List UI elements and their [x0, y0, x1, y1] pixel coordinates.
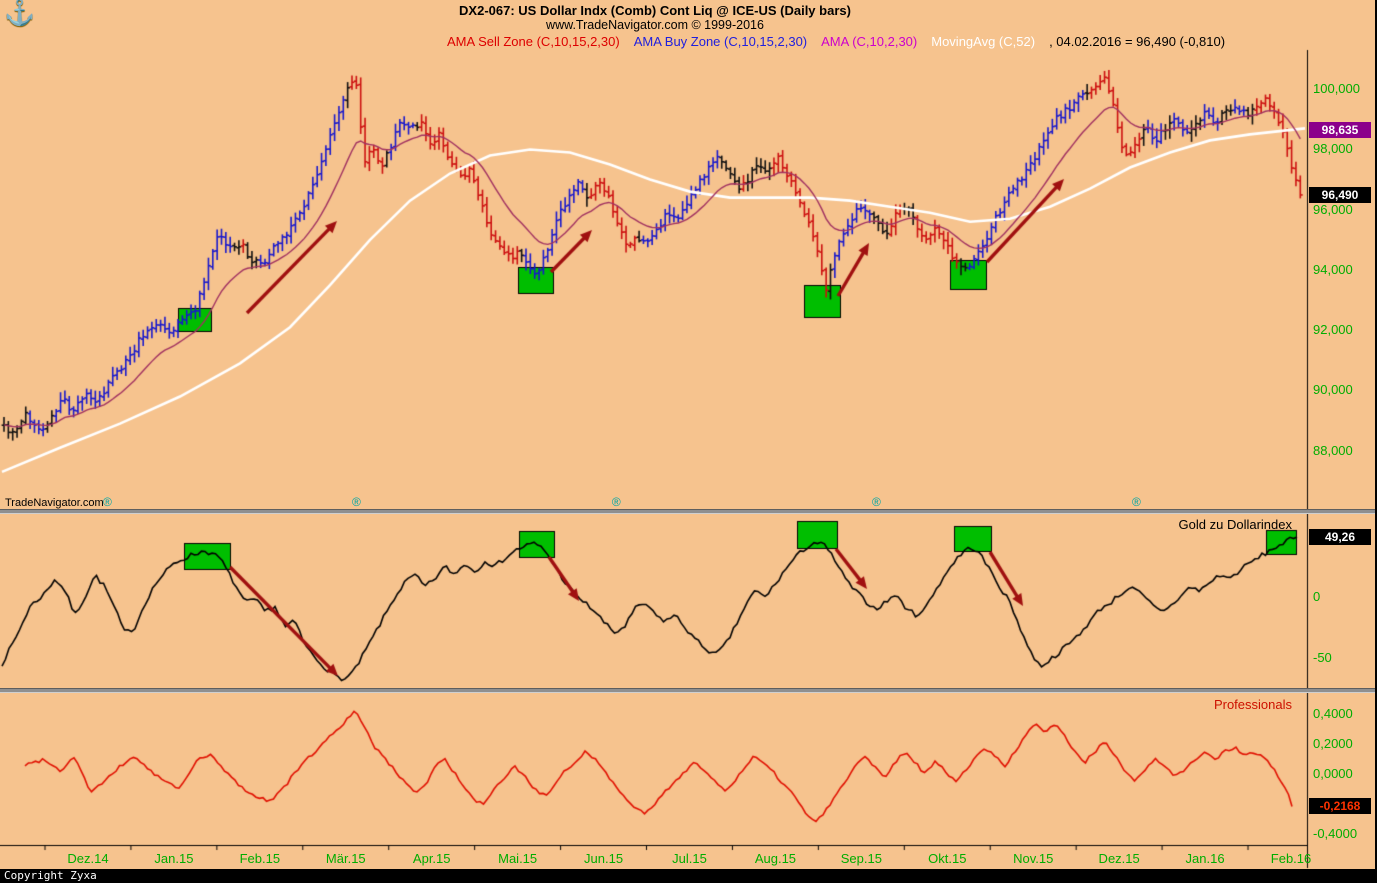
professionals-axis-tick: 0,4000	[1313, 706, 1353, 722]
price-axis-tick: 96,000	[1313, 201, 1353, 217]
professionals-axis-tick: -0,4000	[1313, 825, 1358, 841]
legend-cursor-value: , 04.02.2016 = 96,490 (-0,810)	[1049, 34, 1226, 49]
professionals-axis-tick: 0,0000	[1313, 765, 1353, 781]
registered-mark: ®	[102, 495, 112, 509]
chart-title: DX2-067: US Dollar Indx (Comb) Cont Liq …	[459, 3, 851, 18]
professionals-axis-tick: 0,2000	[1313, 736, 1353, 752]
copyright-text: Copyright Zyxa	[4, 869, 97, 882]
legend-item-4[interactable]: MovingAvg (C,52)	[931, 34, 1036, 49]
ama-value-badge: 98,635	[1309, 122, 1371, 139]
gold-axis-tick: -50	[1313, 649, 1332, 665]
panel-divider[interactable]	[0, 509, 1377, 514]
legend-item-1[interactable]: AMA Sell Zone (C,10,15,2,30)	[447, 34, 620, 49]
month-label: Feb.15	[239, 851, 281, 866]
price-axis-tick: 92,000	[1313, 322, 1353, 338]
status-bar: Copyright Zyxa	[0, 869, 1377, 883]
month-label: Mai.15	[498, 851, 538, 866]
gold-panel-title: Gold zu Dollarindex	[1178, 517, 1292, 532]
month-label: Nov.15	[1013, 851, 1054, 866]
month-label: Apr.15	[412, 851, 451, 866]
registered-mark: ®	[351, 495, 361, 509]
price-axis-tick: 94,000	[1313, 261, 1353, 277]
registered-mark: ®	[1131, 495, 1141, 509]
month-label: Dez.14	[67, 851, 109, 866]
window-right-border	[1375, 0, 1377, 883]
panel-divider[interactable]	[0, 688, 1377, 693]
gold-axis-tick: 0	[1313, 588, 1321, 604]
price-axis-tick: 88,000	[1313, 442, 1353, 458]
legend-item-2[interactable]: AMA Buy Zone (C,10,15,2,30)	[633, 34, 808, 49]
registered-mark: ®	[872, 495, 881, 509]
gold-value-badge: 49,26	[1309, 528, 1371, 545]
month-label: Okt.15	[928, 851, 967, 866]
watermark: TradeNavigator.com	[5, 497, 104, 509]
registered-mark: ®	[611, 495, 621, 509]
indicator-legend: AMA Sell Zone (C,10,15,2,30) AMA Buy Zone…	[447, 34, 1225, 49]
prof-value-badge: -0,2168	[1309, 798, 1371, 815]
month-label: Sep.15	[840, 851, 882, 866]
month-label: Jan.15	[154, 851, 194, 866]
month-label: Mär.15	[325, 851, 366, 866]
price-axis-tick: 90,000	[1313, 382, 1353, 398]
tradenavigator-logo-icon: ⚓	[4, 0, 36, 27]
chart-subtitle: www.TradeNavigator.com © 1999-2016	[546, 18, 764, 32]
price-axis-tick: 100,000	[1313, 81, 1360, 97]
month-label: Dez.15	[1098, 851, 1140, 866]
legend-item-3[interactable]: AMA (C,10,2,30)	[821, 34, 918, 49]
last-price-badge: 96,490	[1309, 186, 1371, 203]
professionals-panel-title: Professionals	[1213, 697, 1292, 712]
month-label: Aug.15	[754, 851, 797, 866]
month-label: Jan.16	[1185, 851, 1225, 866]
month-label: Feb.16	[1270, 851, 1312, 866]
price-axis-tick: 98,000	[1313, 141, 1353, 157]
month-label: Jun.15	[584, 851, 624, 866]
month-label: Jul.15	[672, 851, 707, 866]
